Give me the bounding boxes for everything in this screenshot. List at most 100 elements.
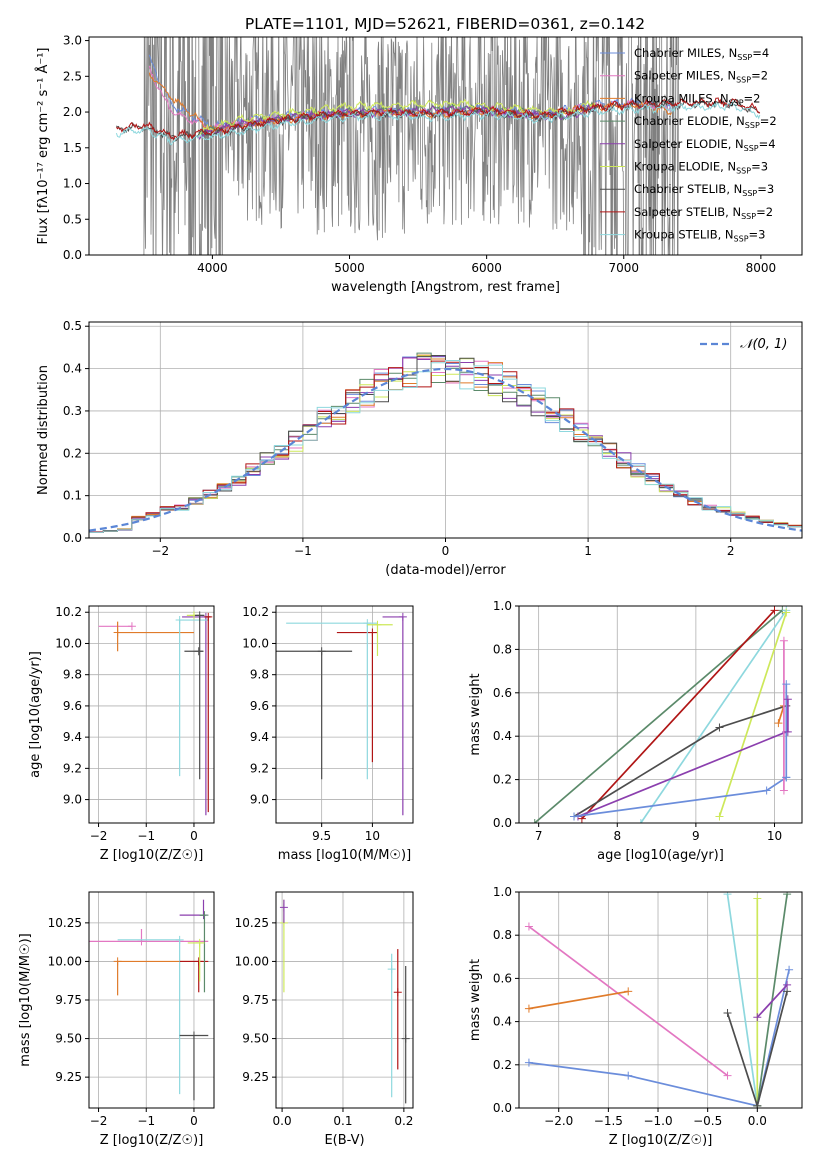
plot-area: [89, 352, 802, 538]
legend-entry-value: =4: [752, 46, 769, 60]
x-tick-label: −0.5: [693, 1114, 722, 1128]
y-tick-label: 9.8: [250, 668, 269, 682]
x-tick-label: 7: [535, 829, 543, 843]
data-point-4: [398, 612, 407, 621]
y-tick-label: 1.0: [63, 177, 82, 191]
data-point-2: [113, 628, 122, 637]
data-point-1: [113, 957, 122, 966]
weight-line-2: [528, 990, 629, 1010]
x-tick-label: 8: [613, 829, 621, 843]
y-tick-label: 10.2: [55, 605, 82, 619]
y-tick-label: 9.25: [242, 1070, 269, 1084]
axes-frame: −2 −1 0 1 2 0.0 0.1 0.2 0.3 0.4 0.5: [63, 319, 803, 558]
y-tick-label: 2.5: [63, 69, 82, 83]
y-tick-label: 3.0: [63, 34, 82, 48]
y-tick-label: 9.50: [55, 1032, 82, 1046]
ebv-mass-panel: 0.0 0.1 0.2 9.25 9.50 9.75 10.00 10.25 E(B-V): [235, 891, 414, 1148]
legend-entry: Kroupa STELIB, NSSP=3: [634, 228, 765, 244]
x-tick-label: 0: [190, 829, 198, 843]
x-tick-label: 8000: [746, 261, 777, 275]
axes-box: [518, 891, 803, 1109]
weight-line-3: [528, 969, 790, 1107]
weight-marker: [636, 819, 645, 823]
y-tick-label: 9.0: [250, 793, 269, 807]
axes-box: [88, 36, 803, 256]
weight-marker: [624, 987, 633, 996]
weight-marker: [715, 812, 724, 821]
y-tick-label: 10.00: [48, 954, 82, 968]
weight-marker: [715, 723, 724, 732]
y-tick-label: 10.25: [48, 916, 82, 930]
legend-entry-main: Kroupa ELODIE, N: [634, 160, 736, 174]
y-axis-label: mass weight: [468, 959, 483, 1041]
plot-area: [98, 611, 213, 816]
x-tick-label: −2: [151, 544, 169, 558]
axes-frame: 4000 5000 6000 7000 8000 0.0 0.5 1.0 1.5 2.0 2.5 3.…: [63, 34, 803, 275]
y-tick-label: 1.0: [493, 599, 512, 613]
legend-entry-main: Kroupa STELIB, N: [634, 228, 734, 242]
mass-age-panel: 9.5 10 9.0 9.2 9.4 9.6 9.8 10.0 10.2 mass [log10(…: [242, 605, 414, 863]
x-tick-label: 1: [584, 544, 592, 558]
gaussian-curve: [89, 367, 802, 532]
figure-title: PLATE=1101, MJD=52621, FIBERID=0361, z=0…: [245, 15, 645, 33]
y-tick-label: 0.6: [493, 971, 512, 985]
y-tick-label: 0.0: [493, 1101, 512, 1115]
y-axis-label: Flux [fλ10⁻¹⁷ erg cm⁻² s⁻¹ Å⁻¹]: [35, 48, 51, 245]
legend-entry-value: =3: [749, 228, 766, 242]
y-tick-label: 1.0: [493, 885, 512, 899]
x-tick-label: 0.0: [748, 1114, 767, 1128]
x-tick-label: 9.5: [312, 829, 331, 843]
y-tick-label: 9.2: [63, 761, 82, 775]
x-axis-label: Z [log10(Z/Z☉)]: [609, 1133, 713, 1148]
data-point-4: [393, 988, 402, 997]
data-point-5: [401, 1034, 410, 1043]
legend-entry-value: =3: [757, 182, 774, 196]
plot-area: [530, 606, 792, 823]
legend-entry: 𝒩(0, 1): [740, 337, 787, 352]
model-line-8: [115, 97, 761, 141]
axes-frame: −2 −1 0 9.0 9.2 9.4 9.6 9.8 10.0 10.2: [55, 605, 215, 843]
legend-entry-main: Salpeter MILES, N: [634, 69, 736, 83]
legend-entry-main: Chabrier MILES, N: [634, 46, 737, 60]
y-tick-label: 0.5: [63, 212, 82, 226]
plot-area: [89, 899, 209, 1101]
y-tick-label: 9.75: [242, 993, 269, 1007]
y-tick-label: 9.6: [250, 699, 269, 713]
data-point-1: [127, 622, 136, 631]
legend-entry-sub: SSP: [737, 53, 752, 62]
y-axis-label: age [log10(age/yr)]: [28, 651, 43, 778]
x-tick-label: 6000: [471, 261, 502, 275]
legend-entry-sub: SSP: [741, 212, 756, 221]
age-weight-panel: 7 8 9 10 0.0 0.2 0.4 0.6 0.8 1.0 age [log10(age/yr…: [468, 599, 803, 863]
weight-marker: [524, 1058, 533, 1067]
y-tick-label: 0.5: [63, 319, 82, 333]
x-axis-label: E(B-V): [324, 1133, 364, 1148]
legend-entry-value: =2: [760, 114, 777, 128]
weight-marker: [779, 786, 788, 795]
x-tick-label: −1.5: [594, 1114, 623, 1128]
y-tick-label: 10.2: [242, 605, 269, 619]
axes-box: [275, 605, 414, 824]
y-tick-label: 0.8: [493, 928, 512, 942]
weight-line-1: [528, 925, 729, 1077]
data-point-2: [368, 628, 377, 637]
y-tick-label: 9.2: [250, 761, 269, 775]
legend-entry: Kroupa MILES, NSSP=2: [634, 91, 760, 107]
data-point-3: [363, 619, 372, 628]
weight-marker: [782, 608, 791, 617]
spectrum-panel: 4000 5000 6000 7000 8000 0.0 0.5 1.0 1.5 2.0 2.5 3.…: [35, 34, 803, 295]
weight-marker: [753, 1013, 762, 1022]
weight-line-8: [777, 705, 785, 724]
data-point-7: [195, 611, 204, 620]
axes-box: [518, 605, 803, 824]
y-tick-label: 0.6: [493, 686, 512, 700]
axes-frame: 7 8 9 10 0.0 0.2 0.4 0.6 0.8 1.0: [493, 599, 803, 843]
data-point-5: [194, 647, 203, 656]
data-point-3: [387, 965, 396, 974]
z-weight-panel: −2.0 −1.5 −1.0 −0.5 0.0 0.0 0.2 0.4 0.6 0.8 1.0 Z […: [468, 885, 803, 1148]
x-tick-label: −1: [137, 1114, 155, 1128]
y-tick-label: 0.0: [493, 816, 512, 830]
y-tick-label: 9.50: [242, 1032, 269, 1046]
plot-area: [276, 612, 407, 816]
